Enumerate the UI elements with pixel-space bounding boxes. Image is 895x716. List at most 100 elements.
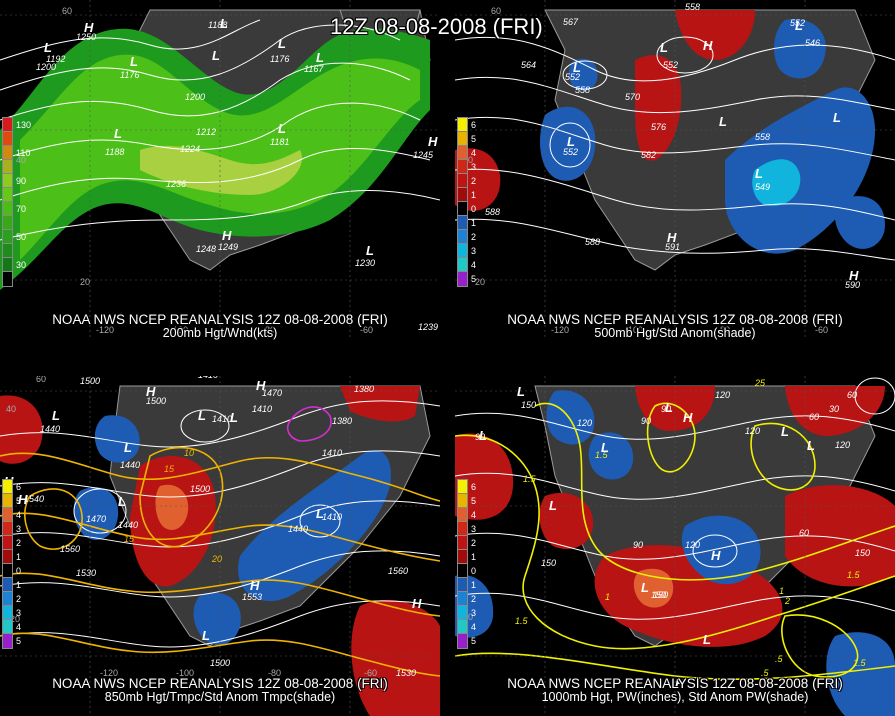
contour-label: 546 — [805, 38, 820, 48]
legend-label: 110 — [16, 147, 31, 158]
pw-label: 25 — [754, 378, 766, 388]
lon-label: -80 — [268, 668, 281, 678]
legend-label: 130 — [16, 119, 32, 130]
legend-label: 1 — [471, 551, 477, 562]
anom-warm — [785, 485, 895, 587]
high-low-label: L — [549, 498, 557, 513]
legend-label: 3 — [16, 607, 22, 618]
contour-label: 1188 — [105, 147, 124, 157]
high-low-label: H — [703, 38, 713, 53]
high-low-label: H — [84, 20, 94, 35]
anom-warm — [539, 492, 594, 550]
high-low-label: H — [428, 134, 438, 149]
legend-label: 1 — [471, 189, 477, 200]
anom-cold — [826, 632, 895, 716]
legend-label: 5 — [471, 133, 477, 144]
panel-500mb: 558 552 564 546 558 552 552 570 576 582 … — [455, 0, 895, 340]
lat-label: 40 — [16, 155, 26, 165]
contour-label: 1440 — [118, 520, 138, 530]
contour-label: 1350 — [364, 376, 384, 377]
lon-label: -60 — [815, 325, 828, 335]
contour-label: 1249 — [218, 242, 238, 252]
anom-cold — [73, 487, 119, 540]
map-850mb: 1500 1500 1410 1470 1380 1440 1440 1410 … — [0, 376, 440, 716]
legend-row: 4 — [457, 257, 491, 273]
contour-label: 570 — [625, 92, 640, 102]
lon-label: -120 — [100, 668, 118, 678]
contour-label: 1410 — [322, 448, 342, 458]
contour-label: 558 — [685, 2, 700, 12]
high-low-label: H — [849, 268, 859, 283]
legend-row: 0 — [457, 563, 491, 579]
contour-label: 552 — [790, 18, 805, 28]
legend-label: 1 — [16, 551, 22, 562]
high-low-label: L — [641, 580, 649, 595]
caption-source: NOAA NWS NCEP REANALYSIS 12Z 08-08-2008 … — [507, 312, 843, 327]
contour-label: 549 — [755, 182, 770, 192]
graticule — [0, 376, 440, 716]
contour-label: 582 — [641, 150, 656, 160]
contour-label: 1553 — [242, 592, 262, 602]
legend-row: 5 — [457, 131, 491, 147]
lat-label: 40 — [6, 404, 16, 414]
contour-label: 1530 — [396, 668, 416, 678]
legend-label: 4 — [471, 259, 477, 270]
high-low-label: L — [278, 36, 286, 51]
anom-cold — [94, 415, 140, 463]
legend-row: 0 — [457, 201, 491, 217]
lat-label: 40 — [463, 155, 473, 165]
contour-label: 1470 — [262, 388, 282, 398]
contour-label: 1212 — [196, 127, 216, 137]
anom-warm — [455, 433, 514, 520]
high-low-label: L — [44, 40, 52, 55]
legend-label: 2 — [471, 231, 477, 242]
legend-label: 3 — [471, 607, 477, 618]
high-low-label: L — [220, 16, 228, 31]
legend-label: 2 — [471, 537, 477, 548]
contour-label: 1440 — [40, 424, 60, 434]
legend-row: 5 — [457, 493, 491, 509]
pw-label: 1.5 — [595, 450, 609, 460]
legend-label: 30 — [16, 259, 27, 270]
legend-850mb: 6 5 4 3 2 1 0 1 2 3 4 5 — [2, 479, 36, 649]
legend-row — [2, 243, 36, 259]
contour-label: 552 — [563, 147, 578, 157]
high-low-label: H — [683, 410, 693, 425]
high-low-label: L — [366, 243, 374, 258]
legend-row: 50 — [2, 229, 36, 245]
contour-label: 552 — [565, 72, 580, 82]
lat-label: 20 — [80, 277, 90, 287]
contour-label: 1176 — [120, 70, 139, 80]
anom-cold-strong — [752, 159, 801, 206]
graticule — [455, 0, 895, 340]
legend-row — [2, 187, 36, 203]
contour-label: 588 — [485, 207, 500, 217]
contour-label: 1410 — [212, 414, 232, 424]
height-contours — [0, 400, 440, 648]
high-low-label: L — [567, 134, 575, 149]
contour-label: 1540 — [24, 494, 44, 504]
pw-label: 2 — [784, 596, 790, 606]
lon-label: -60 — [364, 668, 377, 678]
legend-row: 4 — [2, 507, 36, 523]
legend-label: 70 — [16, 203, 27, 214]
high-low-label: L — [202, 628, 210, 643]
high-low-label: L — [703, 632, 711, 647]
anom-cold — [568, 58, 598, 92]
lon-label: -60 — [360, 325, 373, 335]
high-low-label: L — [755, 166, 763, 181]
legend-row: 5 — [2, 633, 36, 649]
map-1000mb: 150 120 90 60 90 150 120 90 60 150 150 1… — [455, 376, 895, 716]
anom-cold — [773, 19, 826, 79]
contour-label: 150 — [653, 590, 668, 600]
contour-label: 150 — [521, 400, 536, 410]
legend-row: 3 — [457, 243, 491, 259]
legend-row: 5 — [2, 493, 36, 509]
lon-label: -80 — [262, 325, 275, 335]
contour-label: 1500 — [146, 396, 166, 406]
anom-warm — [675, 10, 755, 60]
high-low-label: L — [316, 506, 324, 521]
jet-max — [140, 145, 302, 195]
legend-row: 4 — [457, 619, 491, 635]
anom-cold — [238, 450, 391, 602]
